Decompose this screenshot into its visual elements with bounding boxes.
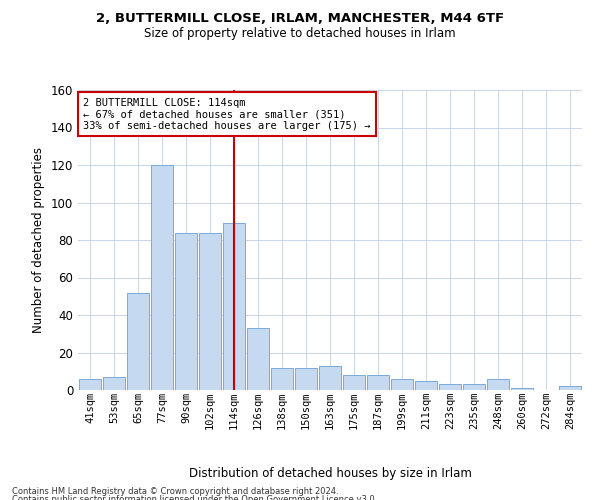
Bar [247, 328, 269, 390]
Bar [463, 384, 485, 390]
Bar [319, 366, 341, 390]
Bar [199, 232, 221, 390]
Bar [103, 377, 125, 390]
Bar [175, 232, 197, 390]
Bar [271, 368, 293, 390]
Bar [487, 379, 509, 390]
Text: Contains HM Land Registry data © Crown copyright and database right 2024.: Contains HM Land Registry data © Crown c… [12, 488, 338, 496]
Bar [127, 292, 149, 390]
Text: Size of property relative to detached houses in Irlam: Size of property relative to detached ho… [144, 28, 456, 40]
Text: Distribution of detached houses by size in Irlam: Distribution of detached houses by size … [188, 467, 472, 480]
Bar [223, 223, 245, 390]
Bar [151, 165, 173, 390]
Text: 2, BUTTERMILL CLOSE, IRLAM, MANCHESTER, M44 6TF: 2, BUTTERMILL CLOSE, IRLAM, MANCHESTER, … [96, 12, 504, 26]
Bar [559, 386, 581, 390]
Bar [511, 388, 533, 390]
Bar [295, 368, 317, 390]
Bar [391, 379, 413, 390]
Bar [343, 375, 365, 390]
Bar [439, 384, 461, 390]
Bar [367, 375, 389, 390]
Text: 2 BUTTERMILL CLOSE: 114sqm
← 67% of detached houses are smaller (351)
33% of sem: 2 BUTTERMILL CLOSE: 114sqm ← 67% of deta… [83, 98, 371, 130]
Y-axis label: Number of detached properties: Number of detached properties [32, 147, 45, 333]
Bar [79, 379, 101, 390]
Text: Contains public sector information licensed under the Open Government Licence v3: Contains public sector information licen… [12, 495, 377, 500]
Bar [415, 380, 437, 390]
